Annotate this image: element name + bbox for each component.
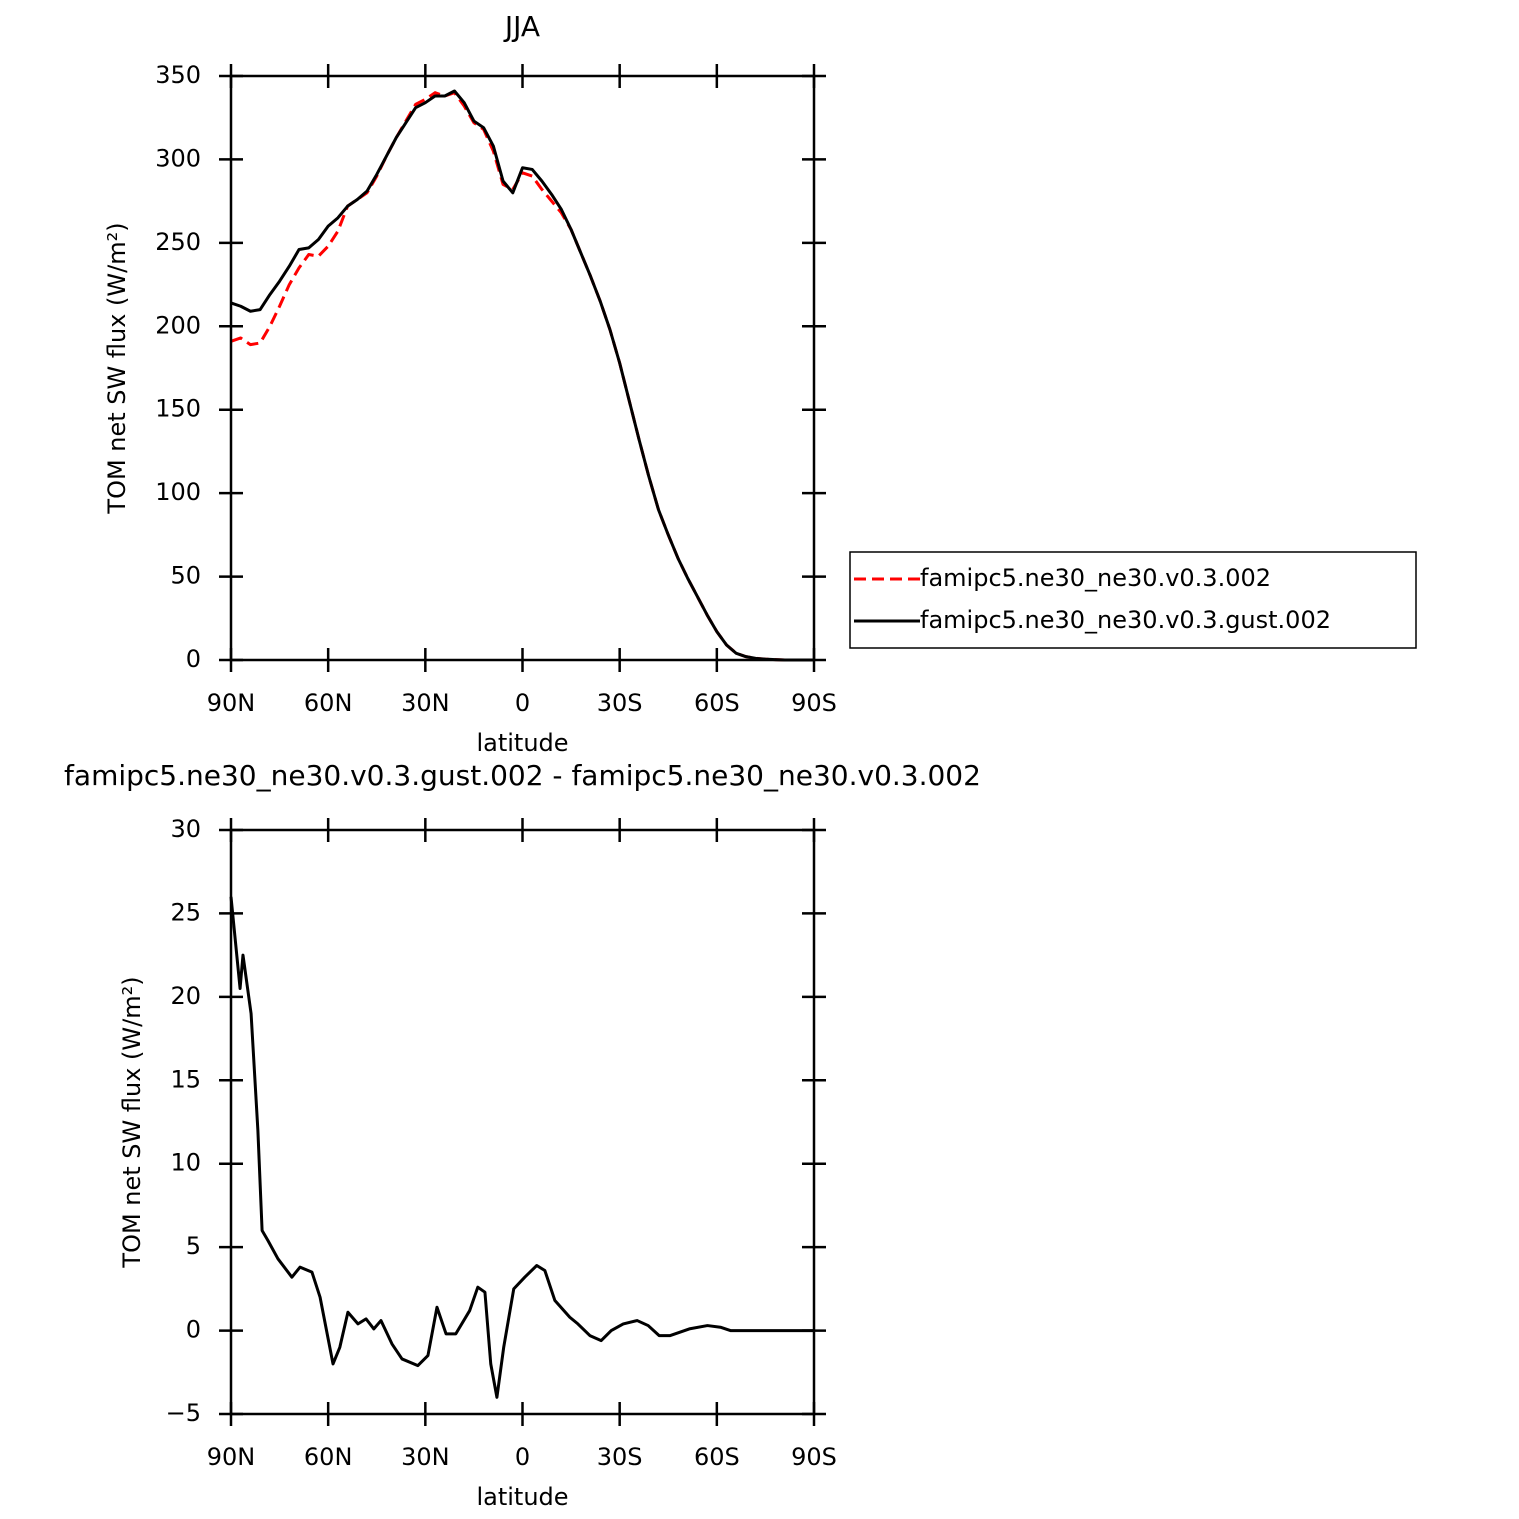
x-tick-label: 60N xyxy=(304,1443,353,1471)
plot-frame xyxy=(229,828,816,1416)
x-tick-label: 90S xyxy=(791,689,837,717)
x-tick-label: 30N xyxy=(401,1443,450,1471)
y-tick-label: 50 xyxy=(170,562,201,590)
y-tick-label: −5 xyxy=(166,1399,201,1427)
x-tick-label: 90N xyxy=(207,689,256,717)
y-tick-label: 250 xyxy=(155,228,201,256)
y-tick-label: 0 xyxy=(186,645,201,673)
y-tick-label: 300 xyxy=(155,144,201,172)
y-tick-label: 25 xyxy=(170,898,201,926)
y-tick-label: 200 xyxy=(155,311,201,339)
x-tick-label: 30N xyxy=(401,689,450,717)
y-axis-label: TOM net SW flux (W/m²) xyxy=(103,222,131,514)
y-tick-label: 350 xyxy=(155,61,201,89)
y-tick-label: 10 xyxy=(170,1149,201,1177)
x-tick-label: 30S xyxy=(597,689,643,717)
y-tick-label: 150 xyxy=(155,395,201,423)
data-line xyxy=(229,896,814,1399)
x-tick-label: 60S xyxy=(694,1443,740,1471)
y-tick-label: 5 xyxy=(186,1232,201,1260)
chart-title: famipc5.ne30_ne30.v0.3.gust.002 - famipc… xyxy=(64,759,981,792)
plot-frame xyxy=(229,74,816,662)
x-tick-label: 0 xyxy=(515,689,530,717)
x-tick-label: 60N xyxy=(304,689,353,717)
y-tick-label: 30 xyxy=(170,815,201,843)
legend-box xyxy=(849,551,1417,649)
data-line xyxy=(230,91,814,662)
y-tick-label: 20 xyxy=(170,982,201,1010)
legend-label: famipc5.ne30_ne30.v0.3.gust.002 xyxy=(920,606,1331,634)
chart-title: JJA xyxy=(503,10,540,43)
y-tick-label: 15 xyxy=(170,1065,201,1093)
x-tick-label: 60S xyxy=(694,689,740,717)
data-line xyxy=(230,89,814,662)
y-tick-label: 100 xyxy=(155,478,201,506)
x-axis-label: latitude xyxy=(476,729,568,757)
x-tick-label: 0 xyxy=(515,1443,530,1471)
y-axis-label: TOM net SW flux (W/m²) xyxy=(118,976,146,1268)
x-tick-label: 90N xyxy=(207,1443,256,1471)
x-tick-label: 30S xyxy=(597,1443,643,1471)
x-axis-label: latitude xyxy=(476,1483,568,1511)
y-tick-label: 0 xyxy=(186,1316,201,1344)
x-tick-label: 90S xyxy=(791,1443,837,1471)
legend-label: famipc5.ne30_ne30.v0.3.002 xyxy=(920,564,1271,592)
